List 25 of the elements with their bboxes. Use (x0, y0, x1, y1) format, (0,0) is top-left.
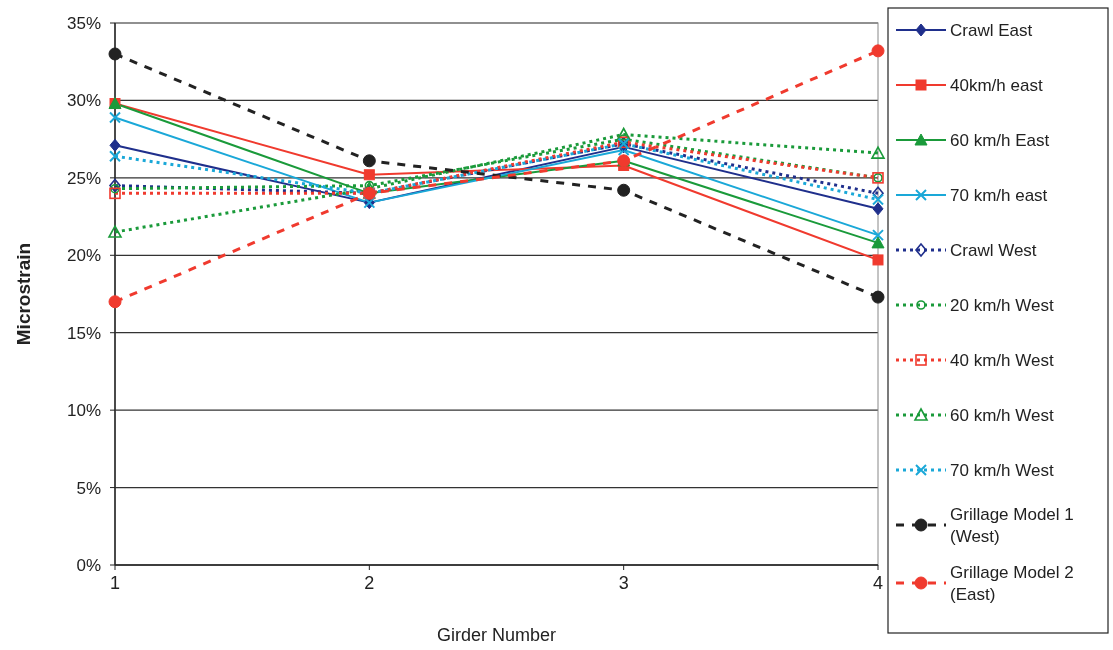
y-tick-label: 25% (66, 168, 101, 188)
x-axis-title: Girder Number (436, 625, 557, 645)
legend-label: Grillage Model 2 (East) (950, 562, 1074, 604)
legend-label: 60 km/h East (950, 130, 1050, 150)
x-tick-label: 1 (109, 573, 121, 593)
legend-label: 20 km/h West (950, 295, 1054, 315)
legend-label: 40km/h east (950, 75, 1043, 95)
legend-label: 70 km/h West (950, 460, 1054, 480)
y-tick-label: 35% (66, 13, 101, 33)
y-tick-label: 20% (66, 246, 101, 266)
x-tick-label: 2 (364, 573, 375, 593)
legend-label: Grillage Model 1 (West) (950, 504, 1074, 546)
y-axis-title: Microstrain (13, 242, 34, 346)
x-tick-label: 4 (872, 573, 884, 593)
y-tick-label: 10% (66, 401, 101, 421)
legend-label: Crawl West (950, 240, 1037, 260)
legend-label: 40 km/h West (950, 350, 1054, 370)
x-tick-label: 3 (618, 573, 629, 593)
y-tick-label: 30% (66, 91, 101, 111)
legend-label: 60 km/h West (950, 405, 1054, 425)
legend-label: Crawl East (950, 20, 1033, 40)
y-tick-label: 15% (66, 323, 101, 343)
y-tick-label: 5% (76, 478, 101, 498)
y-tick-label: 0% (76, 555, 101, 575)
legend-label: 70 km/h east (950, 185, 1048, 205)
